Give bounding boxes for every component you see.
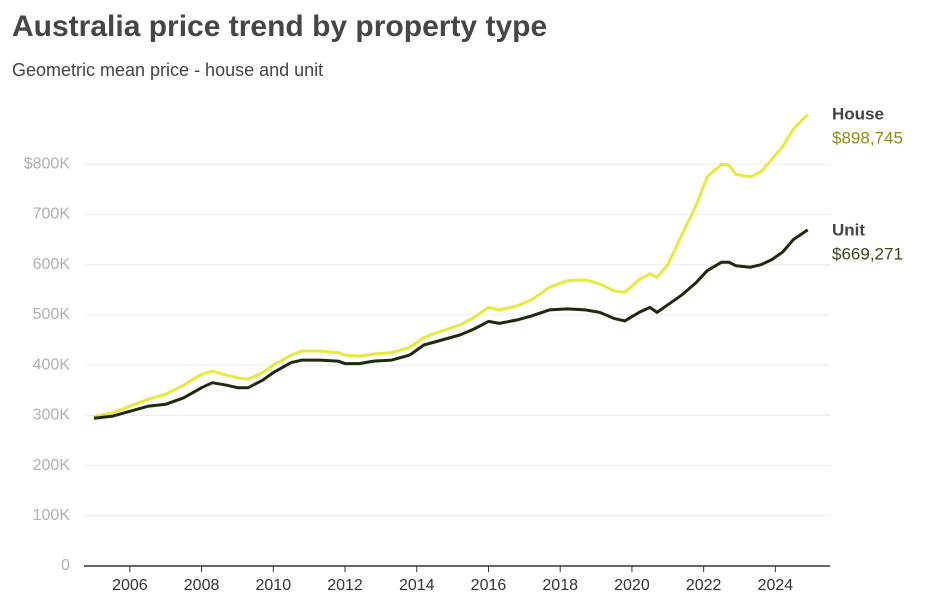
y-tick-label: 600K	[33, 256, 71, 273]
x-tick-label: 2024	[758, 577, 794, 594]
legend-label: House	[832, 104, 884, 123]
series-line	[93, 113, 809, 418]
y-tick-label: 0	[61, 557, 70, 574]
y-tick-label: 400K	[33, 356, 71, 373]
x-tick-label: 2020	[614, 577, 650, 594]
x-tick-label: 2018	[542, 577, 578, 594]
x-tick-label: 2006	[112, 577, 148, 594]
y-tick-label: $800K	[24, 155, 71, 172]
y-tick-label: 300K	[33, 407, 71, 424]
y-tick-label: 500K	[33, 306, 71, 323]
end-value-label: $898,745	[832, 128, 903, 147]
x-tick-label: 2012	[327, 577, 363, 594]
y-tick-label: 700K	[33, 206, 71, 223]
chart-subtitle: Geometric mean price - house and unit	[12, 60, 323, 80]
x-tick-label: 2008	[184, 577, 220, 594]
legend-label: Unit	[832, 220, 865, 239]
lines	[93, 113, 809, 420]
x-tick-label: 2022	[686, 577, 722, 594]
y-tick-label: 100K	[33, 507, 71, 524]
x-tick-label: 2014	[399, 577, 435, 594]
x-tick-label: 2010	[256, 577, 292, 594]
y-tick-label: 200K	[33, 457, 71, 474]
chart-title: Australia price trend by property type	[12, 10, 547, 43]
series-line	[93, 228, 809, 420]
x-tick-label: 2016	[471, 577, 507, 594]
end-value-label: $669,271	[832, 244, 903, 263]
grid	[84, 163, 830, 572]
